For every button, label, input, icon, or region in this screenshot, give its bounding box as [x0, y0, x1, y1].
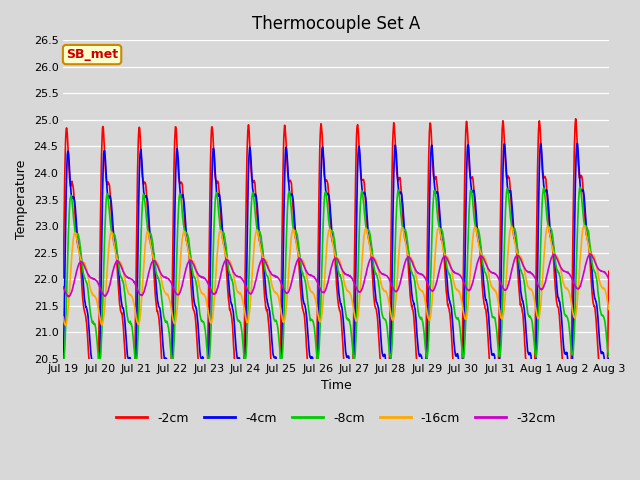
-2cm	[165, 426, 173, 432]
-2cm	[312, 384, 320, 390]
-32cm	[371, 256, 378, 262]
-16cm	[62, 323, 70, 328]
-16cm	[303, 271, 310, 277]
Y-axis label: Temperature: Temperature	[15, 160, 28, 239]
X-axis label: Time: Time	[321, 379, 351, 392]
-2cm	[291, 233, 299, 239]
Line: -16cm: -16cm	[63, 226, 609, 325]
-16cm	[291, 233, 299, 239]
-16cm	[580, 223, 588, 228]
-16cm	[60, 314, 67, 320]
-8cm	[60, 359, 67, 365]
-32cm	[102, 292, 109, 298]
-4cm	[102, 165, 109, 170]
-4cm	[303, 312, 310, 318]
Text: SB_met: SB_met	[66, 48, 118, 61]
-4cm	[371, 276, 378, 282]
-2cm	[60, 275, 67, 281]
-4cm	[124, 355, 132, 360]
-16cm	[312, 300, 320, 306]
Line: -2cm: -2cm	[63, 119, 609, 429]
-2cm	[572, 116, 580, 121]
-2cm	[605, 268, 612, 274]
-32cm	[124, 275, 132, 281]
-8cm	[291, 228, 299, 234]
-32cm	[605, 276, 612, 282]
-8cm	[576, 184, 584, 190]
-8cm	[371, 264, 378, 270]
-4cm	[291, 224, 299, 229]
-32cm	[312, 277, 320, 283]
-16cm	[102, 288, 109, 293]
-32cm	[60, 284, 67, 289]
-32cm	[291, 264, 299, 270]
-4cm	[312, 401, 320, 407]
-4cm	[60, 363, 67, 369]
-32cm	[65, 294, 72, 300]
Line: -32cm: -32cm	[63, 254, 609, 297]
-2cm	[303, 343, 310, 349]
-32cm	[586, 251, 594, 257]
-4cm	[94, 404, 102, 410]
-16cm	[605, 307, 612, 312]
-2cm	[124, 372, 132, 377]
-32cm	[303, 268, 310, 274]
Legend: -2cm, -4cm, -8cm, -16cm, -32cm: -2cm, -4cm, -8cm, -16cm, -32cm	[111, 407, 561, 430]
-8cm	[124, 317, 132, 323]
Line: -4cm: -4cm	[63, 144, 609, 407]
-2cm	[102, 168, 109, 174]
Title: Thermocouple Set A: Thermocouple Set A	[252, 15, 420, 33]
-2cm	[371, 297, 378, 302]
Line: -8cm: -8cm	[63, 187, 609, 362]
-8cm	[312, 347, 320, 352]
-8cm	[303, 287, 310, 292]
-4cm	[605, 355, 612, 361]
-8cm	[102, 204, 109, 209]
-4cm	[573, 141, 581, 146]
-8cm	[605, 352, 612, 358]
-16cm	[371, 255, 378, 261]
-8cm	[95, 360, 103, 365]
-16cm	[124, 289, 132, 295]
